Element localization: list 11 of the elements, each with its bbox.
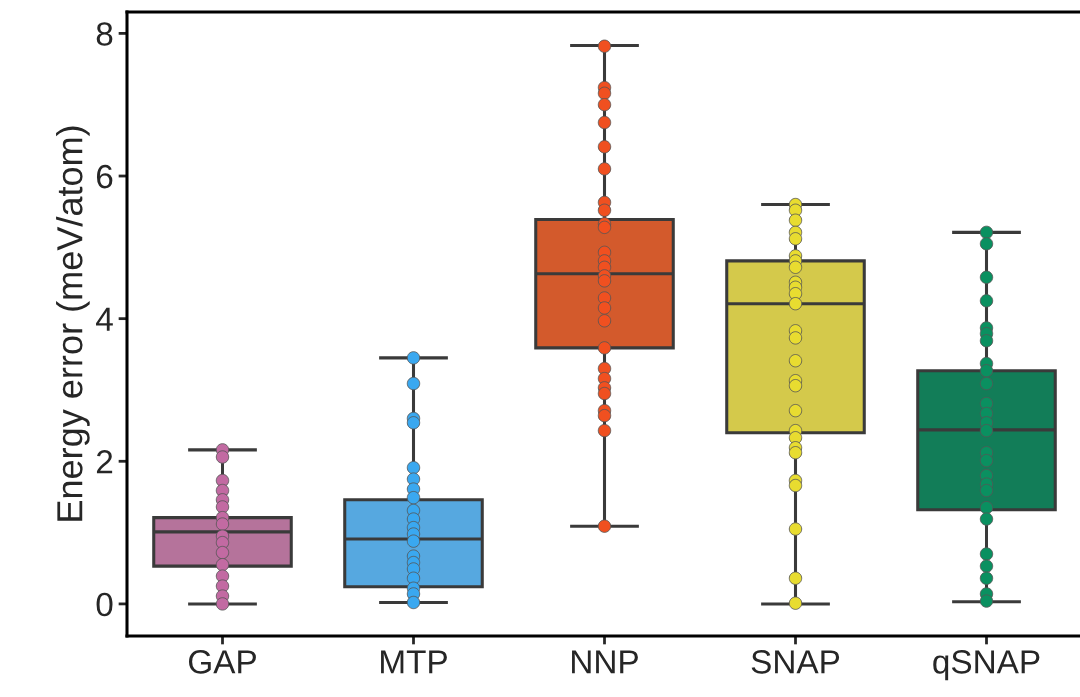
x-tick-label: MTP [381, 650, 447, 674]
x-tick-label: GAP [188, 650, 256, 674]
x-tick-label: SNAP [751, 650, 840, 674]
y-tick-label: 6 [96, 164, 113, 189]
y-tick-label: 2 [96, 450, 113, 474]
x-tick-label: qSNAP [933, 650, 1040, 681]
y-axis-title: Energy error (meV/atom) [56, 126, 90, 521]
y-tick-label: 8 [96, 22, 113, 46]
y-tick-label: 4 [96, 307, 113, 331]
y-tick-label: 0 [96, 592, 113, 617]
x-tick-label: NNP [572, 650, 638, 674]
